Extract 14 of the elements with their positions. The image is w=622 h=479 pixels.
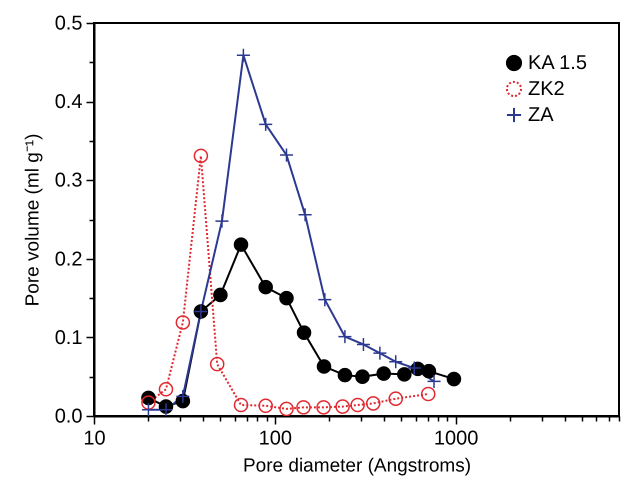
y-tick-label: 0.2 xyxy=(54,248,82,270)
x-tick-label: 1000 xyxy=(434,428,478,450)
y-tick-label: 0.5 xyxy=(54,12,82,34)
x-axis-title: Pore diameter (Angstroms) xyxy=(242,456,472,476)
x-tick-label: 100 xyxy=(258,428,292,450)
y-tick-label: 0.1 xyxy=(54,326,82,349)
y-tick-label: 0.4 xyxy=(54,91,82,114)
legend-label: ZA xyxy=(528,104,554,126)
x-tick-label: 10 xyxy=(83,428,106,450)
y-axis-title: Pore volume (ml g⁻¹) xyxy=(22,134,44,306)
legend-label: KA 1.5 xyxy=(528,52,587,74)
y-tick-label: 0.0 xyxy=(54,406,82,428)
legend-label: ZK2 xyxy=(528,78,565,100)
y-tick-label: 0.3 xyxy=(54,170,82,192)
